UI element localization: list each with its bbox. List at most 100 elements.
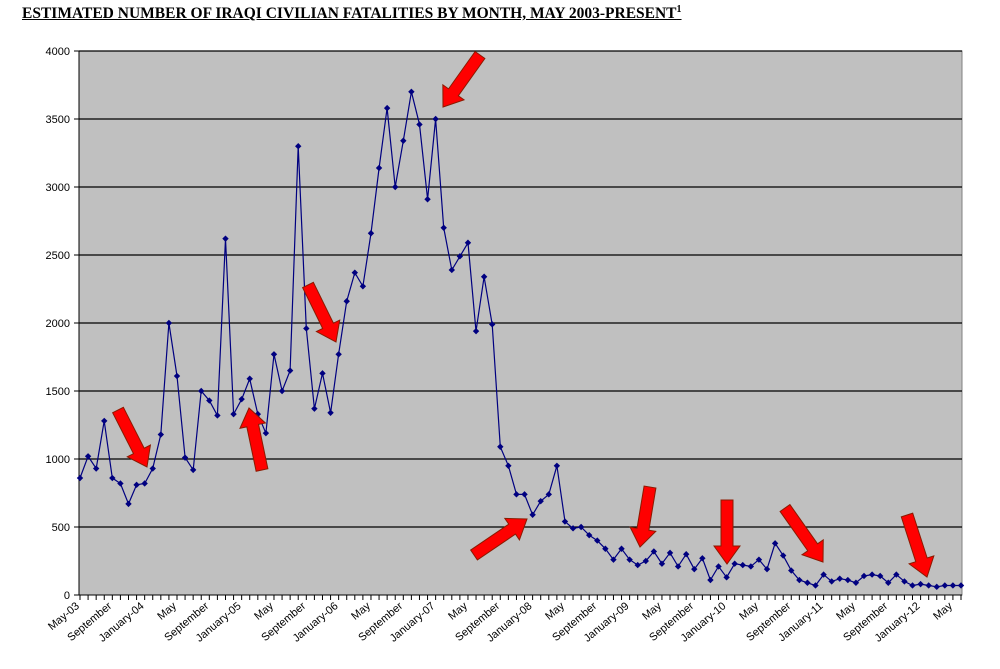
y-tick-label: 0 — [64, 590, 70, 602]
red-arrow-icon — [713, 499, 741, 565]
data-point — [674, 563, 682, 570]
data-point — [497, 443, 504, 450]
data-point — [779, 552, 787, 559]
x-tick-label: May — [737, 600, 761, 623]
data-point — [383, 104, 391, 112]
data-point — [771, 540, 779, 547]
data-point — [432, 115, 439, 123]
data-point — [577, 523, 585, 531]
data-point — [424, 196, 431, 203]
data-point — [537, 497, 544, 505]
data-point — [796, 576, 803, 584]
data-point — [893, 571, 900, 578]
data-point — [448, 266, 455, 274]
red-arrow-icon — [779, 503, 824, 563]
data-point — [303, 325, 310, 332]
y-tick-label: 1500 — [46, 386, 70, 398]
data-point — [545, 491, 552, 498]
data-point — [173, 372, 181, 380]
data-point — [941, 582, 949, 589]
data-point — [561, 518, 569, 525]
data-point — [763, 565, 771, 573]
red-arrow-icon — [301, 281, 341, 343]
y-tick-label: 3500 — [46, 114, 70, 126]
red-arrow-icon — [239, 407, 269, 472]
data-point — [181, 454, 189, 461]
data-point — [456, 253, 464, 260]
data-point — [262, 429, 270, 437]
data-point — [933, 583, 940, 591]
data-point — [755, 556, 763, 563]
data-point — [464, 239, 472, 246]
data-point — [747, 563, 755, 570]
data-point — [343, 298, 350, 305]
data-point — [666, 549, 674, 557]
data-point — [788, 567, 795, 574]
data-point — [739, 561, 746, 569]
data-point — [375, 164, 383, 172]
data-point — [472, 327, 480, 335]
data-point — [206, 397, 213, 404]
data-point — [860, 572, 868, 580]
data-point — [505, 462, 512, 469]
data-point — [351, 269, 359, 276]
data-point — [828, 578, 835, 585]
x-tick-label: May — [640, 600, 664, 623]
data-point — [157, 431, 165, 438]
red-arrow-icon — [629, 485, 657, 548]
data-point — [92, 465, 100, 472]
data-point — [949, 582, 957, 589]
data-point — [715, 563, 722, 570]
data-point — [586, 531, 593, 539]
data-point — [141, 480, 148, 487]
y-tick-label: 3000 — [46, 182, 70, 194]
data-point — [133, 481, 140, 489]
data-point — [569, 525, 577, 532]
data-point — [901, 578, 908, 585]
data-point — [658, 560, 666, 567]
data-point — [917, 580, 924, 588]
data-point — [489, 321, 496, 328]
data-point — [359, 283, 367, 290]
data-point — [214, 412, 221, 419]
y-tick-label: 2500 — [46, 250, 70, 262]
red-arrow-icon — [442, 50, 486, 108]
data-point — [416, 121, 423, 128]
data-point — [691, 565, 698, 573]
data-point — [270, 351, 278, 358]
data-point — [642, 557, 649, 565]
data-point — [222, 235, 229, 242]
x-tick-label: May — [834, 600, 858, 623]
data-point — [885, 579, 892, 586]
data-point — [109, 474, 116, 482]
data-point — [723, 574, 730, 581]
data-point — [812, 582, 819, 589]
data-point — [682, 551, 690, 558]
data-point — [189, 466, 197, 474]
x-tick-label: May — [543, 600, 567, 623]
data-point — [529, 511, 536, 518]
chart-title: ESTIMATED NUMBER OF IRAQI CIVILIAN FATAL… — [22, 4, 682, 23]
data-point — [868, 571, 876, 578]
data-point — [804, 579, 811, 586]
data-point — [295, 143, 302, 150]
data-point — [876, 572, 884, 580]
data-point — [84, 453, 92, 460]
red-arrow-icon — [900, 512, 935, 578]
data-point — [925, 582, 932, 589]
data-point — [836, 575, 843, 582]
x-tick-label: May — [349, 600, 373, 623]
x-tick-label: May — [446, 600, 470, 623]
data-point — [594, 537, 601, 544]
x-tick-label: May — [155, 600, 179, 623]
data-point — [238, 395, 245, 403]
data-point — [230, 410, 237, 418]
data-point — [610, 556, 617, 563]
data-point — [367, 230, 375, 237]
data-point — [626, 556, 633, 563]
y-tick-label: 500 — [52, 522, 70, 534]
data-point — [634, 561, 641, 569]
y-tick-label: 1000 — [46, 454, 70, 466]
data-point — [820, 571, 827, 578]
data-point — [909, 582, 916, 589]
